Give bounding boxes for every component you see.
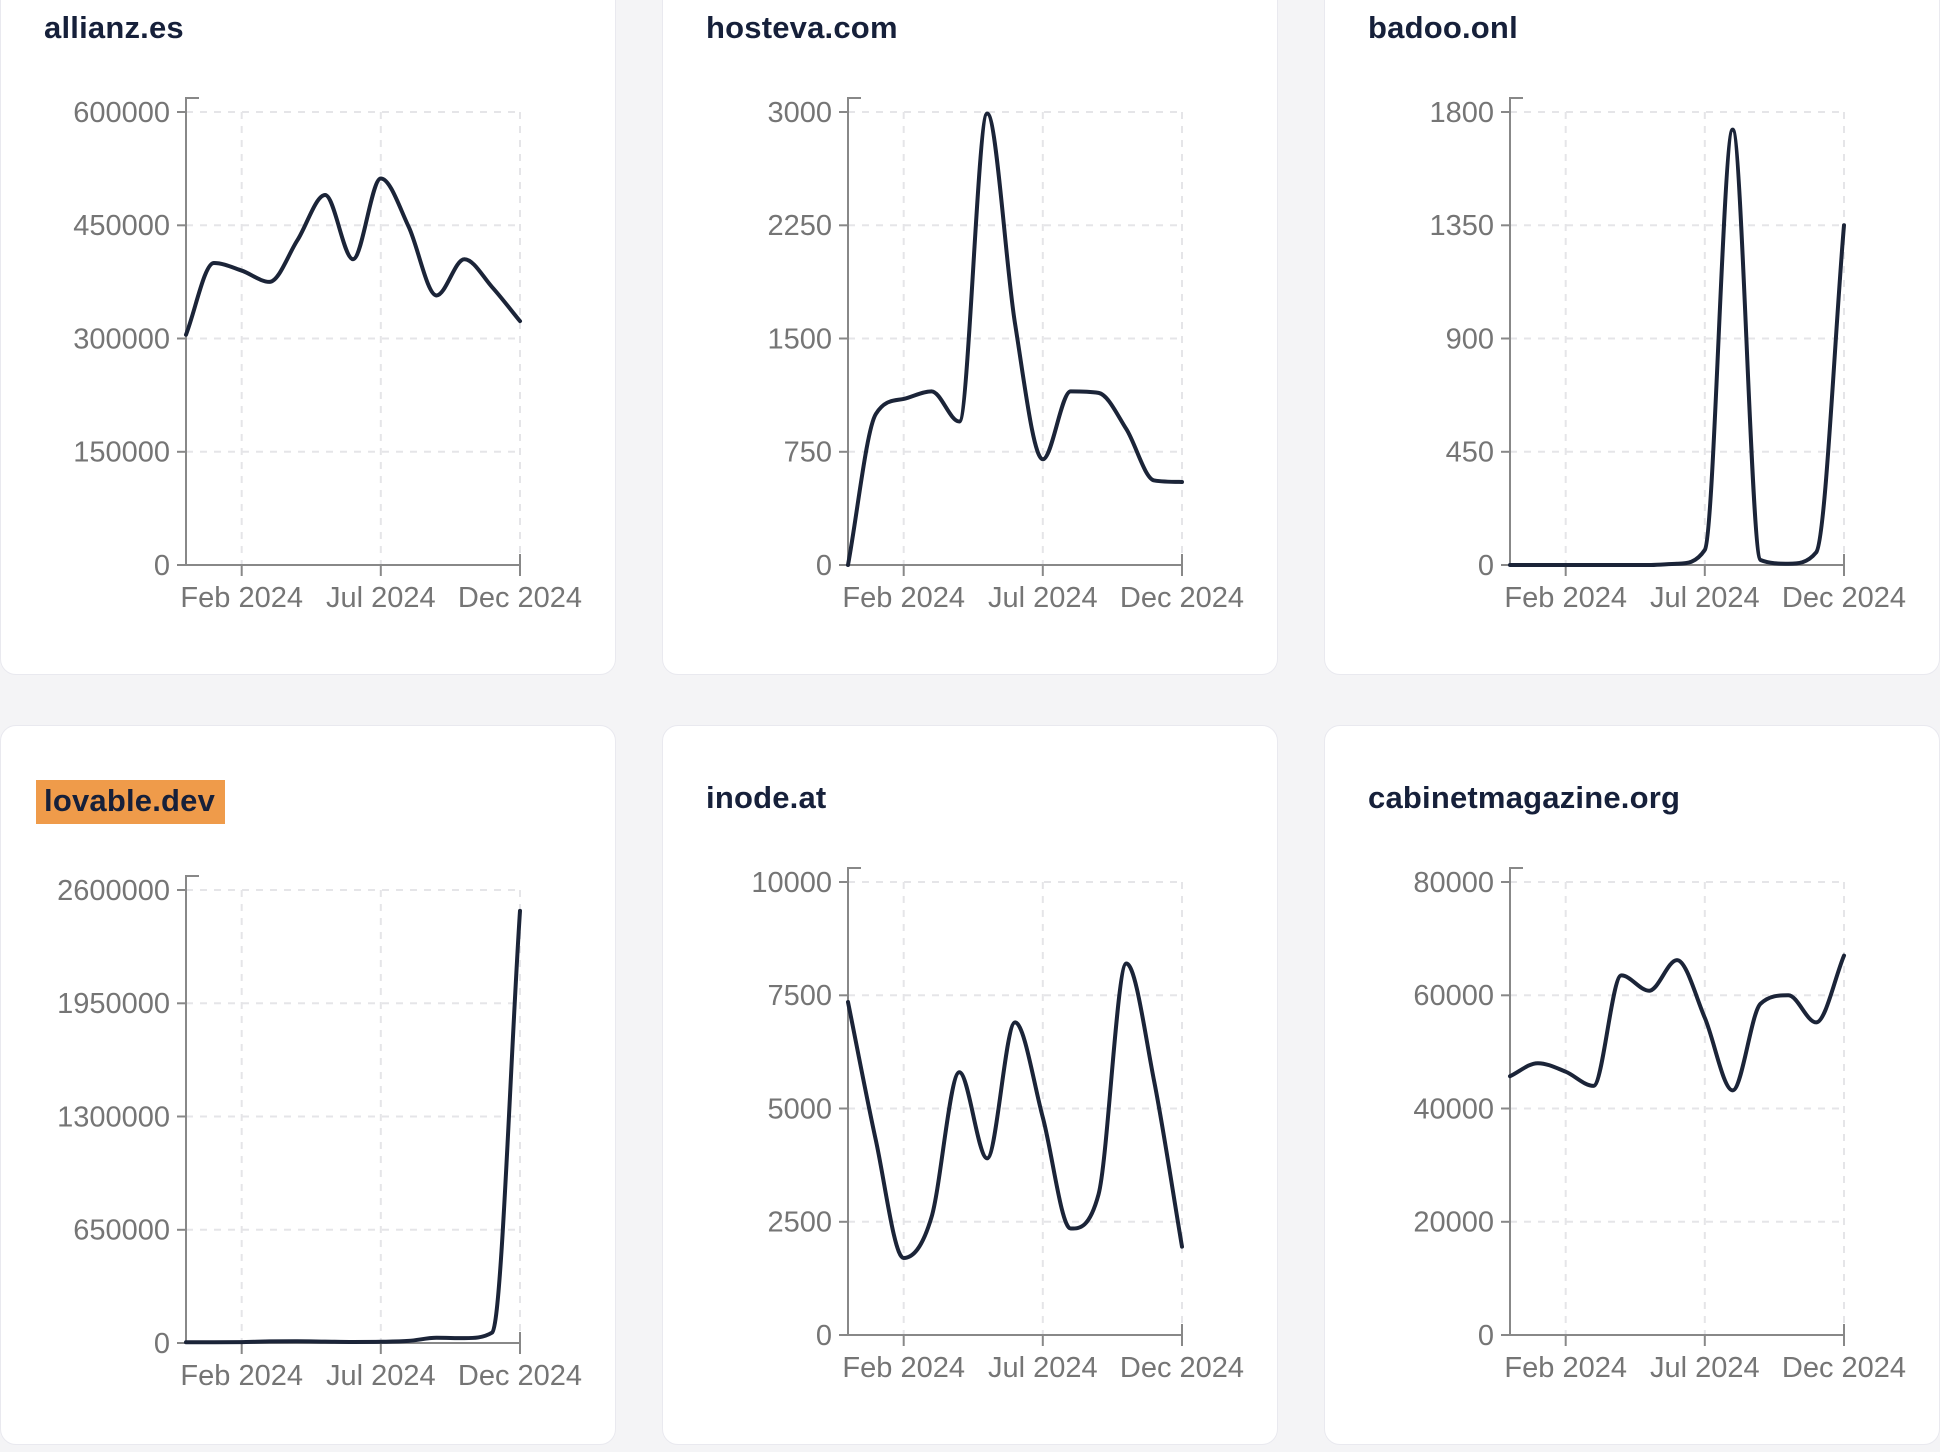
chart-title-text: cabinetmagazine.org — [1368, 780, 1681, 815]
axes: 0 20000 40000 60000 80000 Feb 2024 Jul 2024 Dec… — [1413, 867, 1906, 1384]
axes: 0 750 1500 2250 3000 Feb 2024 Jul 2024 Dec 2024 — [767, 97, 1244, 614]
x-tick-label: Feb 2024 — [842, 582, 965, 614]
chart-card: allianz.es 0 150000 300000 450000 600000 Feb … — [0, 0, 616, 675]
axis-domain — [847, 867, 1183, 1336]
chart-card: cabinetmagazine.org 0 20000 40000 60000 8000… — [1324, 725, 1940, 1445]
chart-title-text: hosteva.com — [706, 10, 898, 45]
y-tick-label: 1950000 — [57, 988, 170, 1020]
chart-card: hosteva.com 0 750 1500 2250 3000 Feb 2024 Jul … — [662, 0, 1278, 675]
y-tick-label: 150000 — [73, 437, 170, 469]
y-tick-label: 1800 — [1429, 97, 1494, 129]
gridlines — [186, 889, 521, 1343]
chart-title: hosteva.com — [706, 10, 1277, 46]
y-tick-label: 0 — [816, 550, 832, 582]
line-chart: 0 750 1500 2250 3000 Feb 2024 Jul 2024 Dec 2024 — [767, 97, 1244, 614]
x-tick-label: Feb 2024 — [1504, 1352, 1627, 1384]
y-tick-label: 0 — [816, 1320, 832, 1352]
y-tick-label: 2250 — [767, 210, 832, 242]
x-tick-label: Jul 2024 — [326, 582, 436, 614]
y-tick-label: 10000 — [751, 867, 832, 899]
y-tick-label: 0 — [1478, 550, 1494, 582]
line-chart: 0 150000 300000 450000 600000 Feb 2024 Jul 202… — [73, 97, 582, 614]
y-tick-label: 5000 — [767, 1093, 832, 1125]
y-tick-label: 600000 — [73, 97, 170, 129]
x-tick-label: Feb 2024 — [1504, 582, 1627, 614]
series-line — [1508, 953, 1846, 1093]
chart-card: lovable.dev 0 650000 1300000 1950000 2600000… — [0, 725, 616, 1445]
x-tick-label: Jul 2024 — [326, 1360, 436, 1392]
x-tick-label: Dec 2024 — [1120, 582, 1244, 614]
y-tick-label: 2500 — [767, 1207, 832, 1239]
x-tick-label: Feb 2024 — [842, 1352, 965, 1384]
y-tick-label: 2600000 — [57, 875, 170, 907]
chart-title: allianz.es — [44, 10, 615, 46]
series-line — [846, 111, 1184, 567]
y-tick-label: 7500 — [767, 980, 832, 1012]
chart-title-text: allianz.es — [44, 10, 184, 45]
y-tick-label: 60000 — [1413, 980, 1494, 1012]
axis-domain — [1509, 97, 1845, 566]
line-chart: 0 20000 40000 60000 80000 Feb 2024 Jul 2024 Dec… — [1413, 867, 1906, 1384]
y-tick-label: 0 — [1478, 1320, 1494, 1352]
x-tick-label: Feb 2024 — [180, 1360, 303, 1392]
chart-title: cabinetmagazine.org — [1368, 780, 1939, 816]
y-tick-label: 300000 — [73, 323, 170, 355]
x-tick-label: Feb 2024 — [180, 582, 303, 614]
x-tick-label: Dec 2024 — [1782, 1352, 1906, 1384]
chart-title: badoo.onl — [1368, 10, 1939, 46]
gridlines — [848, 881, 1183, 1335]
y-tick-label: 80000 — [1413, 867, 1494, 899]
gridlines — [848, 111, 1183, 565]
line-chart: 0 450 900 1350 1800 Feb 2024 Jul 2024 Dec 2024 — [1429, 97, 1906, 614]
series-line — [846, 961, 1184, 1260]
y-tick-label: 450000 — [73, 210, 170, 242]
chart-title: inode.at — [706, 780, 1277, 816]
line-chart: 0 2500 5000 7500 10000 Feb 2024 Jul 2024 Dec 20… — [751, 867, 1244, 1384]
axis-domain — [185, 97, 521, 566]
series-line — [1508, 127, 1846, 567]
y-tick-label: 20000 — [1413, 1207, 1494, 1239]
line-chart: 0 650000 1300000 1950000 2600000 Feb 2024 Jul … — [57, 875, 582, 1392]
y-tick-label: 1500 — [767, 323, 832, 355]
y-tick-label: 0 — [154, 1328, 170, 1360]
gridlines — [186, 111, 521, 565]
x-tick-label: Dec 2024 — [1120, 1352, 1244, 1384]
x-tick-label: Dec 2024 — [458, 582, 582, 614]
axes: 0 150000 300000 450000 600000 Feb 2024 Jul 202… — [73, 97, 582, 614]
chart-title-text-highlighted: lovable.dev — [36, 780, 226, 824]
chart-title: lovable.dev — [36, 780, 615, 824]
y-tick-label: 3000 — [767, 97, 832, 129]
axis-domain — [1509, 867, 1845, 1336]
y-tick-label: 40000 — [1413, 1093, 1494, 1125]
y-tick-label: 1300000 — [57, 1101, 170, 1133]
chart-card: badoo.onl 0 450 900 1350 1800 Feb 2024 Jul 202… — [1324, 0, 1940, 675]
y-tick-label: 450 — [1446, 437, 1494, 469]
gridlines — [1510, 111, 1845, 565]
y-tick-label: 750 — [784, 437, 832, 469]
chart-card: inode.at 0 2500 5000 7500 10000 Feb 2024 Jul 2… — [662, 725, 1278, 1445]
x-tick-label: Dec 2024 — [1782, 582, 1906, 614]
x-tick-label: Dec 2024 — [458, 1360, 582, 1392]
series-line — [184, 908, 522, 1345]
y-tick-label: 1350 — [1429, 210, 1494, 242]
gridlines — [1510, 881, 1845, 1335]
chart-title-text: inode.at — [706, 780, 827, 815]
axis-domain — [185, 875, 521, 1344]
axes: 0 650000 1300000 1950000 2600000 Feb 2024 Jul … — [57, 875, 582, 1392]
x-tick-label: Jul 2024 — [988, 1352, 1098, 1384]
x-tick-label: Jul 2024 — [1650, 1352, 1760, 1384]
y-tick-label: 900 — [1446, 323, 1494, 355]
axes: 0 2500 5000 7500 10000 Feb 2024 Jul 2024 Dec 20… — [751, 867, 1244, 1384]
chart-title-text: badoo.onl — [1368, 10, 1518, 45]
series-line — [184, 176, 522, 337]
y-tick-label: 650000 — [73, 1215, 170, 1247]
x-tick-label: Jul 2024 — [988, 582, 1098, 614]
y-tick-label: 0 — [154, 550, 170, 582]
x-tick-label: Jul 2024 — [1650, 582, 1760, 614]
